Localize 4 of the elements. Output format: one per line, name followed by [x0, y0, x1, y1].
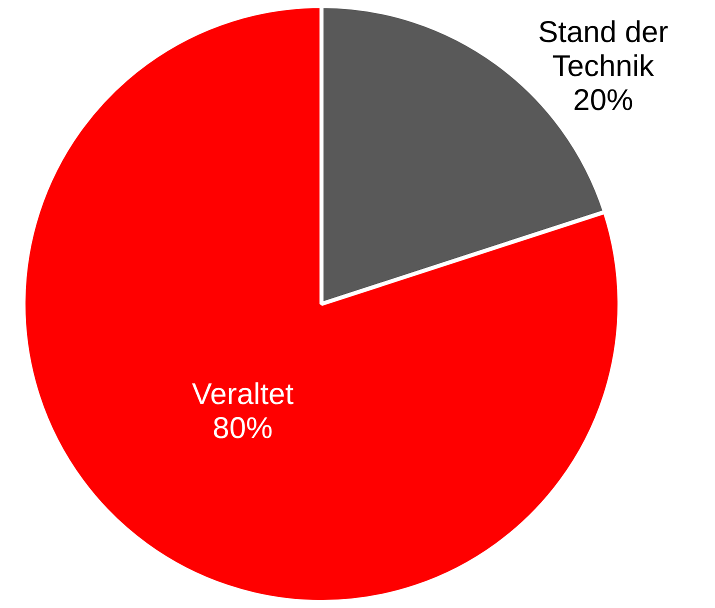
slice-label: Veraltet — [192, 378, 294, 411]
data-label: 80% — [212, 412, 273, 445]
data-label: 20% — [573, 84, 634, 117]
slice-label: Stand der Technik — [538, 16, 668, 83]
